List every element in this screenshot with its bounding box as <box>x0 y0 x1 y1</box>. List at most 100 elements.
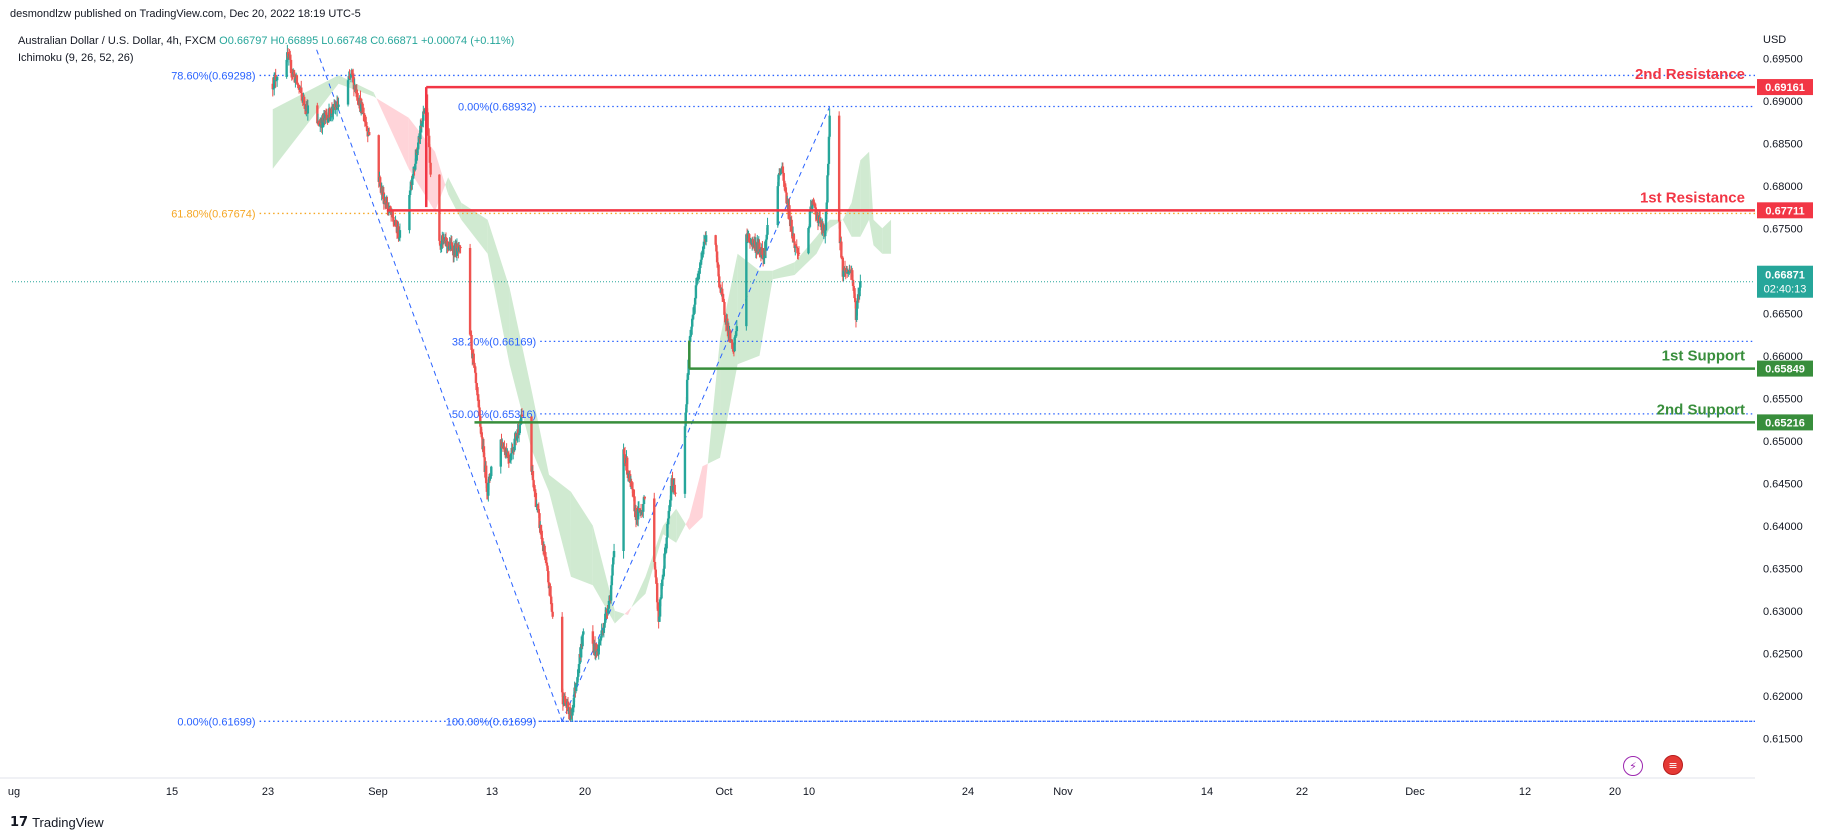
candle-body <box>859 281 862 288</box>
candle-body <box>807 226 811 228</box>
candle-body <box>653 561 657 570</box>
candle-body <box>351 69 354 76</box>
price-tick-label: 0.65500 <box>1763 393 1803 405</box>
candle-body <box>365 126 369 132</box>
candle-body <box>674 492 677 494</box>
candle-body <box>507 457 511 461</box>
candle-body <box>543 545 546 557</box>
indicator-legend[interactable]: Ichimoku (9, 26, 52, 26) <box>18 52 134 64</box>
price-tick-label: 0.63000 <box>1763 606 1803 618</box>
candle-body <box>547 582 551 589</box>
candle-body <box>790 219 793 232</box>
candle-body <box>475 383 478 387</box>
candle-body <box>779 173 782 175</box>
candle-body <box>827 136 831 164</box>
candle-body <box>693 304 696 314</box>
candle-body <box>655 583 659 603</box>
candle-body <box>382 192 386 205</box>
candle-body <box>325 114 329 117</box>
candle-body <box>550 596 553 604</box>
candle-body <box>417 137 421 143</box>
candle-body <box>795 246 798 248</box>
candle-body <box>482 446 486 458</box>
candle-body <box>513 438 516 451</box>
candle-body <box>509 460 512 462</box>
candle-body <box>851 279 855 286</box>
candle-body <box>530 416 533 472</box>
us-flag-icon[interactable]: ≡ <box>1663 755 1683 775</box>
candle-body <box>381 188 384 196</box>
candle-body <box>549 586 552 597</box>
candle-body <box>663 553 666 569</box>
candle-body <box>633 496 636 512</box>
time-tick-label: 10 <box>803 786 815 798</box>
candle-body <box>327 118 330 123</box>
tradingview-logo[interactable]: 17 TradingView <box>10 815 104 830</box>
candle-body <box>785 192 788 204</box>
candle-body <box>414 149 418 164</box>
candle-body <box>411 174 415 178</box>
candle-body <box>612 557 615 565</box>
candle-body <box>474 372 478 384</box>
candle-body <box>611 564 614 576</box>
candle-body <box>427 135 431 148</box>
candle-body <box>316 105 319 124</box>
candle-body <box>362 113 366 121</box>
candle-body <box>324 112 328 115</box>
candle-body <box>758 242 761 252</box>
level-price-tag <box>1757 414 1813 431</box>
candle-body <box>384 200 387 204</box>
candle-body <box>300 93 304 97</box>
candle-body <box>730 339 733 343</box>
candle-body <box>766 224 769 235</box>
candle-body <box>685 379 689 405</box>
candle-body <box>438 174 441 241</box>
candle-body <box>414 163 417 170</box>
price-tick-label: 0.62500 <box>1763 648 1803 660</box>
candle-body <box>729 330 732 343</box>
time-axis[interactable]: ug 15 23 Sep 13 20 Oct 10 24 Nov 14 22 Dec 12 20 <box>0 777 1755 798</box>
candle-body <box>780 168 783 174</box>
candle-body <box>851 270 854 280</box>
candle-body <box>658 616 661 622</box>
candle-body <box>837 115 841 222</box>
candle-body <box>573 687 576 698</box>
cloud-segment <box>860 151 870 237</box>
cloud-segment <box>487 219 510 365</box>
candle-body <box>696 276 700 281</box>
symbol-legend[interactable]: Australian Dollar / U.S. Dollar, 4h, FXC… <box>18 35 514 47</box>
level-price-label: 0.67711 <box>1765 205 1804 217</box>
candle-body <box>765 234 769 240</box>
price-axis[interactable]: 0.695000.690000.685000.680000.675000.670… <box>1757 53 1813 745</box>
candle-body <box>408 194 411 231</box>
candle-body <box>275 80 278 82</box>
lightning-icon[interactable]: ⚡ <box>1623 756 1643 776</box>
candle-body <box>331 113 334 115</box>
candle-body <box>349 77 352 79</box>
candle-body <box>536 505 540 509</box>
candle-body <box>571 708 574 716</box>
candle-body <box>289 57 292 60</box>
candle-body <box>300 87 303 94</box>
candle-body <box>610 575 614 586</box>
candle-body <box>782 172 785 181</box>
candle-body <box>841 257 845 277</box>
candle-body <box>793 241 796 249</box>
candle-body <box>723 314 727 320</box>
candle-body <box>544 557 548 564</box>
candle-body <box>351 75 355 78</box>
candle-body <box>347 76 350 81</box>
candle-body <box>501 442 505 449</box>
candle-body <box>517 429 520 436</box>
candle-body <box>692 313 695 315</box>
candle-body <box>520 414 523 425</box>
candle-body <box>574 684 578 692</box>
tradingview-mark-icon: 17 <box>10 815 29 830</box>
candle-body <box>579 643 583 658</box>
candle-body <box>289 59 293 73</box>
cloud-segment <box>631 576 646 608</box>
cloud-segment <box>445 177 449 195</box>
cloud-segment <box>737 253 760 365</box>
candle-body <box>661 576 665 580</box>
